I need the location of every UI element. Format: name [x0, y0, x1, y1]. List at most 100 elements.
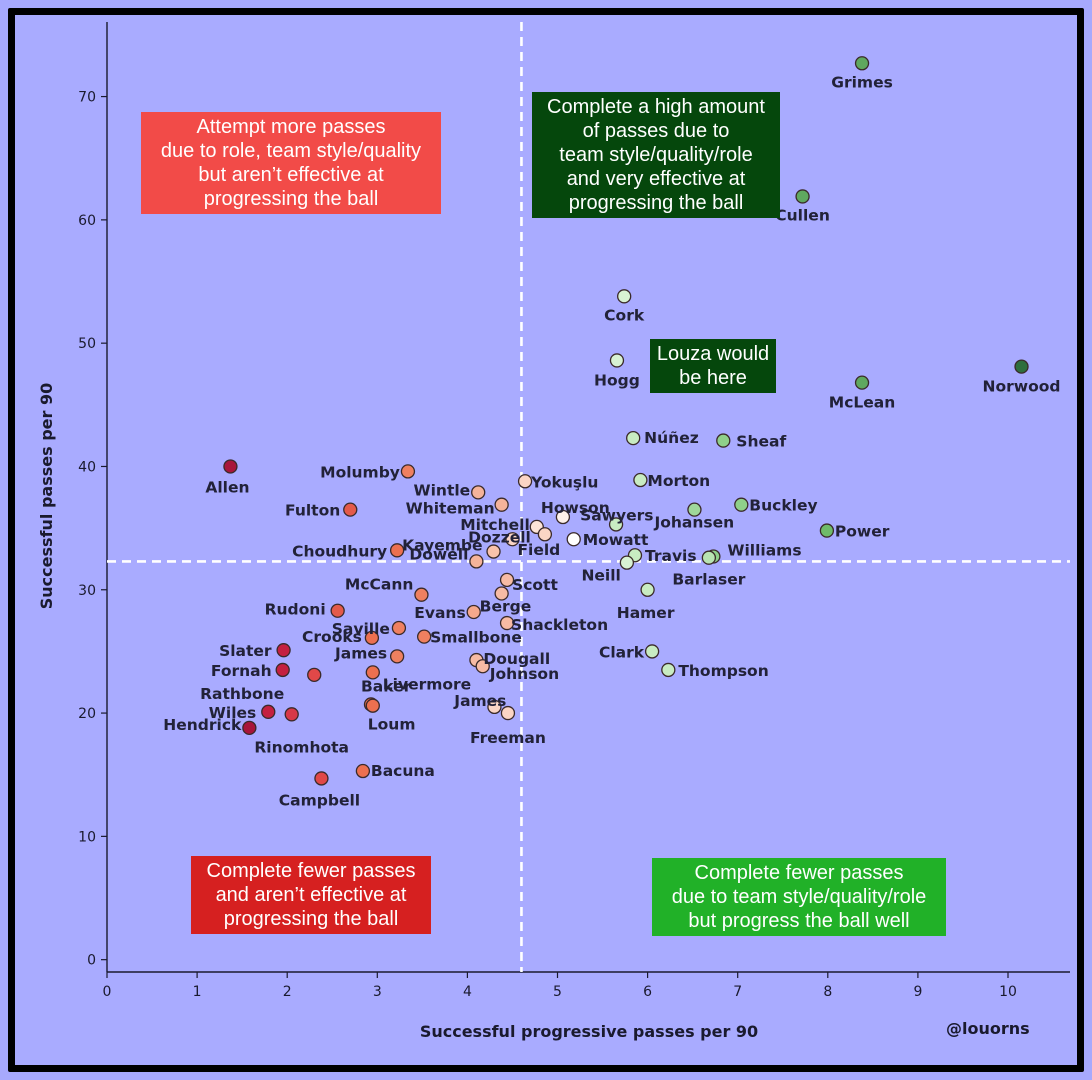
label-hogg: Hogg: [594, 371, 640, 389]
point-buckley: [734, 497, 749, 512]
label-hamer: Hamer: [617, 604, 675, 622]
label-cullen: Cullen: [775, 206, 830, 224]
point-johansen: [687, 502, 702, 517]
label-baker: Baker: [361, 677, 412, 695]
y-tick-label: 50: [78, 336, 96, 352]
point-james: [389, 649, 405, 664]
point-neill: [619, 555, 635, 570]
point-sawyers: [608, 517, 624, 532]
y-axis-label: Successful passes per 90: [37, 383, 56, 609]
point-dozzell: [537, 527, 553, 542]
credit-handle: @louorns: [946, 1019, 1030, 1038]
y-tick-label: 20: [78, 706, 96, 722]
point-kayembe: [486, 544, 501, 559]
point-berge: [494, 586, 509, 601]
quadrant-note-top-left: Attempt more passes due to role, team st…: [141, 112, 441, 214]
label-yokus-lu: Yokuşlu: [530, 473, 598, 491]
y-tick-label: 10: [78, 829, 96, 845]
label-power: Power: [835, 523, 890, 541]
label-sheaf: Sheaf: [736, 433, 786, 451]
label-johansen: Johansen: [653, 514, 734, 532]
label-rathbone: Rathbone: [200, 685, 284, 703]
label-wiles: Wiles: [209, 704, 256, 722]
point-johnson: [475, 659, 490, 674]
point-rudoni: [330, 603, 345, 618]
label-howson: Howson: [541, 499, 610, 517]
label-livermore: Livermore: [383, 675, 471, 693]
point-norwood: [1014, 359, 1029, 374]
label-smallbone: Smallbone: [430, 629, 522, 647]
point-whiteman: [494, 497, 509, 512]
label-saville: Saville: [332, 620, 390, 638]
label-mitchell: Mitchell: [460, 516, 530, 534]
point-cullen: [795, 189, 810, 204]
label-morton: Morton: [647, 472, 710, 490]
label-hendrick: Hendrick: [163, 716, 242, 734]
label-wintle: Wintle: [414, 481, 471, 499]
label-field: Field: [517, 541, 560, 559]
point-rinomhota: [284, 707, 299, 722]
points-layer: [223, 56, 1029, 786]
point-morton: [633, 472, 648, 488]
y-tick-label: 60: [78, 213, 96, 229]
point-fornah: [275, 662, 290, 678]
point-nu-n-ez: [626, 430, 641, 446]
point-freeman: [500, 705, 516, 721]
label-bacuna: Bacuna: [371, 762, 435, 780]
point-shackleton: [499, 615, 515, 631]
point-molumby: [400, 464, 416, 479]
label-grimes: Grimes: [831, 73, 893, 91]
point-dowell: [469, 554, 484, 569]
point-hamer: [640, 582, 655, 597]
label-kayembe: Kayembe: [402, 537, 482, 555]
label-slater: Slater: [219, 642, 272, 660]
point-yokus-lu: [517, 474, 533, 489]
x-tick-label: 3: [373, 984, 382, 1000]
point-hendrick: [242, 720, 257, 736]
point-mclean: [854, 375, 870, 390]
point-bacuna: [355, 763, 371, 779]
point-wiles: [261, 704, 276, 719]
point-scott: [499, 572, 515, 588]
point-hogg: [609, 353, 625, 368]
label-thompson: Thompson: [678, 662, 768, 680]
label-dowell: Dowell: [409, 545, 468, 563]
point-barlaser: [701, 550, 717, 565]
label-barlaser: Barlaser: [672, 571, 745, 589]
point-saville: [391, 620, 407, 636]
label-mclean: McLean: [829, 394, 896, 412]
y-tick-label: 30: [78, 583, 96, 599]
label-freeman: Freeman: [470, 729, 546, 747]
label-clark: Clark: [599, 643, 645, 661]
label-williams: Williams: [727, 541, 801, 559]
label-fulton: Fulton: [285, 502, 340, 520]
label-shackleton: Shackleton: [511, 616, 608, 634]
label-molumby: Molumby: [320, 463, 400, 481]
point-clark: [644, 644, 660, 659]
label-mowatt: Mowatt: [583, 531, 649, 549]
x-tick-label: 7: [733, 984, 742, 1000]
point-power: [819, 523, 835, 538]
label-travis: Travis: [645, 547, 697, 565]
point-thompson: [661, 662, 676, 678]
label-mccann: McCann: [345, 576, 414, 594]
label-allen: Allen: [205, 478, 249, 496]
label-loum: Loum: [368, 716, 416, 734]
label-nu-n-ez: Núñez: [644, 429, 699, 447]
point-evans: [466, 604, 481, 620]
point-wintle: [471, 485, 486, 500]
point-james: [487, 699, 502, 715]
label-evans: Evans: [414, 604, 465, 622]
x-tick-label: 6: [643, 984, 652, 1000]
quadrant-note-top-right: Complete a high amount of passes due to …: [532, 92, 780, 218]
axes: 0 1 2 3 4 5 6 7 8 9 10 0 10 20 30 40 50 60 70: [78, 22, 1070, 1000]
point-howson: [555, 509, 571, 525]
label-choudhury: Choudhury: [292, 542, 387, 560]
x-tick-label: 0: [103, 984, 112, 1000]
label-whiteman: Whiteman: [406, 500, 495, 518]
point-crooks: [364, 630, 380, 646]
label-johnson: Johnson: [489, 665, 559, 683]
point-cork: [617, 289, 632, 304]
label-berge: Berge: [480, 597, 532, 615]
x-tick-label: 9: [913, 984, 922, 1000]
